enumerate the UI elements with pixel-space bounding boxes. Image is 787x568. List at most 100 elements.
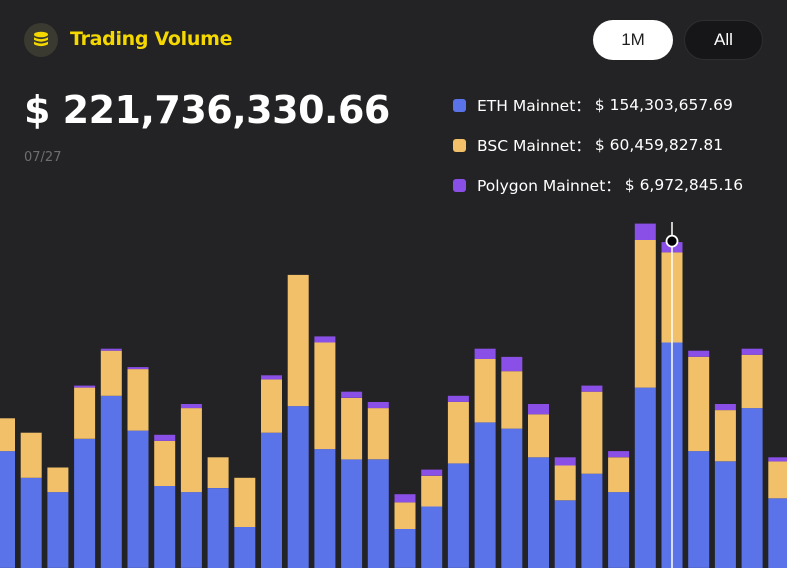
- bar-segment-bsc-mainnet[interactable]: [714, 410, 736, 462]
- legend-swatch: [453, 178, 466, 192]
- bar-segment-bsc-mainnet[interactable]: [501, 371, 523, 429]
- legend-label: Polygon Mainnet：: [477, 177, 621, 195]
- bar-segment-bsc-mainnet[interactable]: [421, 475, 443, 507]
- bar-segment-eth-mainnet[interactable]: [741, 408, 763, 568]
- bar-segment-polygon-mainnet[interactable]: [261, 375, 282, 380]
- bar-segment-polygon-mainnet[interactable]: [688, 350, 710, 357]
- bar-segment-eth-mainnet[interactable]: [341, 459, 363, 568]
- legend-item-polygon: Polygon Mainnet： $ 6,972,845.16: [453, 174, 743, 196]
- bar-segment-bsc-mainnet[interactable]: [234, 477, 256, 527]
- bar-segment-bsc-mainnet[interactable]: [554, 465, 576, 501]
- legend-value: $ 154,303,657.69: [594, 96, 733, 114]
- legend-item-bsc: BSC Mainnet： $ 60,459,827.81: [453, 134, 743, 156]
- legend-value: $ 6,972,845.16: [624, 176, 744, 194]
- bar-segment-eth-mainnet[interactable]: [714, 461, 736, 568]
- bar-segment-eth-mainnet[interactable]: [528, 457, 549, 568]
- bar-segment-polygon-mainnet[interactable]: [421, 469, 443, 476]
- bar-segment-eth-mainnet[interactable]: [100, 395, 122, 568]
- bar-segment-bsc-mainnet[interactable]: [688, 356, 710, 452]
- bar-segment-bsc-mainnet[interactable]: [287, 274, 309, 407]
- bar-segment-polygon-mainnet[interactable]: [608, 451, 630, 458]
- bar-segment-eth-mainnet[interactable]: [608, 492, 630, 568]
- bar-segment-eth-mainnet[interactable]: [447, 463, 469, 568]
- bar-segment-polygon-mainnet[interactable]: [501, 356, 523, 372]
- legend-label: BSC Mainnet：: [477, 137, 591, 155]
- bar-segment-bsc-mainnet[interactable]: [581, 391, 603, 474]
- bar-segment-bsc-mainnet[interactable]: [394, 502, 416, 529]
- legend-label: ETH Mainnet：: [477, 97, 591, 115]
- bar-segment-bsc-mainnet[interactable]: [127, 369, 149, 431]
- bar-segment-eth-mainnet[interactable]: [394, 529, 416, 568]
- bar-segment-polygon-mainnet[interactable]: [634, 223, 656, 240]
- bar-segment-eth-mainnet[interactable]: [501, 428, 523, 568]
- bar-segment-eth-mainnet[interactable]: [127, 430, 149, 568]
- range-all-button[interactable]: All: [684, 20, 763, 60]
- legend-swatch: [453, 98, 466, 112]
- bar-segment-eth-mainnet[interactable]: [0, 451, 15, 568]
- bar-segment-eth-mainnet[interactable]: [554, 500, 576, 568]
- bar-segment-bsc-mainnet[interactable]: [634, 240, 656, 388]
- chart-legend: ETH Mainnet： $ 154,303,657.69 BSC Mainne…: [453, 94, 743, 214]
- coin-stack-icon: [24, 23, 58, 57]
- bar-segment-bsc-mainnet[interactable]: [261, 379, 282, 433]
- bar-segment-bsc-mainnet[interactable]: [474, 358, 496, 423]
- bar-segment-bsc-mainnet[interactable]: [20, 432, 42, 478]
- bar-segment-eth-mainnet[interactable]: [634, 387, 656, 568]
- bar-segment-polygon-mainnet[interactable]: [528, 404, 549, 415]
- bar-segment-bsc-mainnet[interactable]: [341, 397, 363, 460]
- bar-segment-bsc-mainnet[interactable]: [207, 457, 229, 488]
- bar-segment-eth-mainnet[interactable]: [234, 527, 256, 568]
- bar-segment-eth-mainnet[interactable]: [261, 432, 282, 568]
- legend-swatch: [453, 138, 466, 152]
- bar-segment-polygon-mainnet[interactable]: [768, 457, 787, 462]
- bar-segment-eth-mainnet[interactable]: [367, 459, 389, 568]
- bar-segment-eth-mainnet[interactable]: [154, 486, 176, 568]
- bar-segment-bsc-mainnet[interactable]: [528, 414, 549, 458]
- bar-segment-polygon-mainnet[interactable]: [154, 434, 176, 441]
- bar-segment-bsc-mainnet[interactable]: [367, 408, 389, 460]
- bar-segment-eth-mainnet[interactable]: [314, 449, 336, 568]
- bar-segment-bsc-mainnet[interactable]: [180, 408, 202, 493]
- selected-date: 07/27: [24, 150, 62, 165]
- bar-segment-polygon-mainnet[interactable]: [314, 336, 336, 343]
- bar-segment-bsc-mainnet[interactable]: [768, 461, 787, 499]
- bar-segment-eth-mainnet[interactable]: [421, 506, 443, 568]
- bar-segment-polygon-mainnet[interactable]: [447, 395, 469, 402]
- bar-segment-eth-mainnet[interactable]: [180, 492, 202, 568]
- bar-segment-polygon-mainnet[interactable]: [180, 404, 202, 409]
- bar-segment-polygon-mainnet[interactable]: [741, 348, 763, 355]
- bar-segment-bsc-mainnet[interactable]: [154, 440, 176, 486]
- bar-segment-bsc-mainnet[interactable]: [74, 387, 96, 439]
- bar-segment-polygon-mainnet[interactable]: [714, 404, 736, 411]
- bar-segment-polygon-mainnet[interactable]: [394, 494, 416, 503]
- bar-segment-bsc-mainnet[interactable]: [47, 467, 69, 493]
- legend-item-eth: ETH Mainnet： $ 154,303,657.69: [453, 94, 743, 116]
- bar-segment-polygon-mainnet[interactable]: [127, 367, 149, 370]
- bar-segment-eth-mainnet[interactable]: [47, 492, 69, 568]
- bar-segment-eth-mainnet[interactable]: [581, 473, 603, 568]
- bar-segment-eth-mainnet[interactable]: [74, 438, 96, 568]
- bar-segment-polygon-mainnet[interactable]: [74, 385, 96, 388]
- bar-segment-polygon-mainnet[interactable]: [554, 457, 576, 466]
- bar-segment-polygon-mainnet[interactable]: [474, 348, 496, 359]
- bar-segment-polygon-mainnet[interactable]: [581, 385, 603, 392]
- legend-value: $ 60,459,827.81: [594, 136, 724, 154]
- bar-segment-eth-mainnet[interactable]: [20, 477, 42, 568]
- bar-segment-eth-mainnet[interactable]: [287, 406, 309, 568]
- bar-segment-bsc-mainnet[interactable]: [608, 457, 630, 493]
- bar-segment-polygon-mainnet[interactable]: [367, 402, 389, 409]
- bar-segment-bsc-mainnet[interactable]: [0, 418, 15, 452]
- bar-segment-bsc-mainnet[interactable]: [314, 342, 336, 450]
- bar-segment-eth-mainnet[interactable]: [688, 451, 710, 568]
- hover-point-marker: [665, 234, 679, 248]
- bar-segment-eth-mainnet[interactable]: [474, 422, 496, 568]
- bar-segment-polygon-mainnet[interactable]: [341, 391, 363, 398]
- range-1m-button[interactable]: 1M: [593, 20, 673, 60]
- bar-segment-polygon-mainnet[interactable]: [100, 348, 122, 351]
- bar-segment-bsc-mainnet[interactable]: [741, 354, 763, 409]
- bar-segment-bsc-mainnet[interactable]: [100, 350, 122, 396]
- bar-segment-eth-mainnet[interactable]: [768, 498, 787, 568]
- bar-segment-eth-mainnet[interactable]: [207, 488, 229, 568]
- bar-segment-bsc-mainnet[interactable]: [447, 401, 469, 464]
